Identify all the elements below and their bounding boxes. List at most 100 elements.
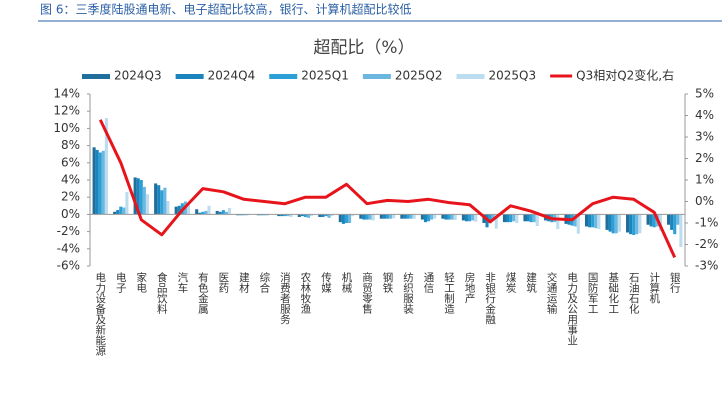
bar <box>166 201 170 215</box>
bar <box>368 214 372 220</box>
bar <box>163 187 167 215</box>
legend-label: 2024Q4 <box>208 69 256 83</box>
legend-label: Q3相对Q2变化,右 <box>576 68 674 83</box>
x-tick-label: 建材 <box>238 271 250 293</box>
bar <box>145 194 149 215</box>
bar <box>359 214 363 219</box>
bar <box>306 214 311 218</box>
bar <box>324 214 328 217</box>
bar <box>509 214 513 223</box>
x-tick-label: 石油石化 <box>628 272 640 315</box>
bar <box>344 214 349 223</box>
bar <box>341 214 345 224</box>
y2-tick-label: 5% <box>695 87 714 101</box>
bar <box>207 205 211 215</box>
x-tick-label: 传媒 <box>320 272 332 294</box>
bar <box>556 214 560 230</box>
bar <box>116 210 120 215</box>
bar <box>338 214 342 223</box>
x-tick-label: 建筑 <box>525 271 537 293</box>
bar <box>286 214 290 217</box>
legend-label: 2025Q1 <box>301 69 349 83</box>
bar <box>535 214 539 227</box>
x-tick-label: 电力设备及新能源 <box>94 271 106 357</box>
x-tick-label: 基础化工 <box>607 271 619 314</box>
bar <box>412 214 416 219</box>
y-tick-label: 6% <box>61 155 80 169</box>
bar <box>611 214 615 234</box>
y-tick-label: 8% <box>61 138 80 152</box>
bar <box>218 211 222 215</box>
y2-tick-label: -2% <box>695 237 718 251</box>
bar <box>584 214 589 227</box>
bar <box>297 214 301 217</box>
x-tick-label: 交通运输 <box>546 271 558 315</box>
bar <box>588 214 592 228</box>
bar <box>321 214 325 217</box>
bar <box>371 214 375 221</box>
bar <box>626 214 630 233</box>
bar <box>464 214 469 222</box>
x-tick-label: 消费者服务 <box>279 271 291 325</box>
bar <box>526 214 530 222</box>
bar <box>348 214 352 223</box>
x-tick-label: 医药 <box>217 272 229 294</box>
bar <box>125 192 129 215</box>
bar <box>450 214 454 220</box>
bar <box>573 214 577 227</box>
bar <box>676 214 680 225</box>
bar <box>494 214 498 229</box>
bar <box>453 214 457 220</box>
bar <box>389 214 393 219</box>
bar <box>447 214 451 220</box>
bar <box>667 214 671 225</box>
legend-swatch <box>269 74 298 79</box>
bar <box>512 214 516 222</box>
bar <box>423 214 427 223</box>
bar <box>382 214 386 219</box>
x-tick-label: 电子 <box>115 271 127 293</box>
bar <box>289 214 293 217</box>
y2-tick-label: -1% <box>695 216 718 230</box>
line-series <box>98 119 677 259</box>
x-tick-label: 轻工制造 <box>443 271 455 314</box>
bar <box>142 186 146 215</box>
bar <box>300 214 304 217</box>
x-tick-label: 商贸零售 <box>361 271 373 315</box>
bar <box>461 214 465 221</box>
bar <box>186 204 191 215</box>
y2-tick-label: -3% <box>695 259 718 273</box>
bar <box>468 214 472 222</box>
bar <box>365 214 369 220</box>
bar <box>491 214 495 221</box>
bar <box>113 211 117 215</box>
bar <box>95 149 99 215</box>
bar <box>576 214 580 234</box>
bar <box>505 214 510 223</box>
legend-label: 2025Q2 <box>395 69 443 83</box>
bar <box>92 147 96 215</box>
bar <box>591 214 595 228</box>
y-tick-label: 2% <box>61 190 80 204</box>
bar <box>632 214 636 236</box>
bar <box>101 150 105 215</box>
bar <box>635 214 639 235</box>
x-tick-label: 家电 <box>135 271 147 293</box>
bar <box>444 214 448 220</box>
bar <box>362 214 366 220</box>
bar <box>351 214 355 217</box>
bar <box>221 210 225 215</box>
x-tick-label: 计算机 <box>648 271 660 304</box>
figure-header: 图 6：三季度陆股通电新、电子超配比较高，银行、计算机超配比较低 <box>40 2 411 17</box>
x-tick-label: 有色金属 <box>197 271 209 315</box>
bar <box>154 183 158 215</box>
bar <box>502 214 506 223</box>
bar <box>594 214 598 229</box>
bar <box>385 214 390 219</box>
bar <box>392 214 396 219</box>
bar <box>608 214 612 232</box>
bar <box>482 214 486 223</box>
bar <box>104 118 108 215</box>
